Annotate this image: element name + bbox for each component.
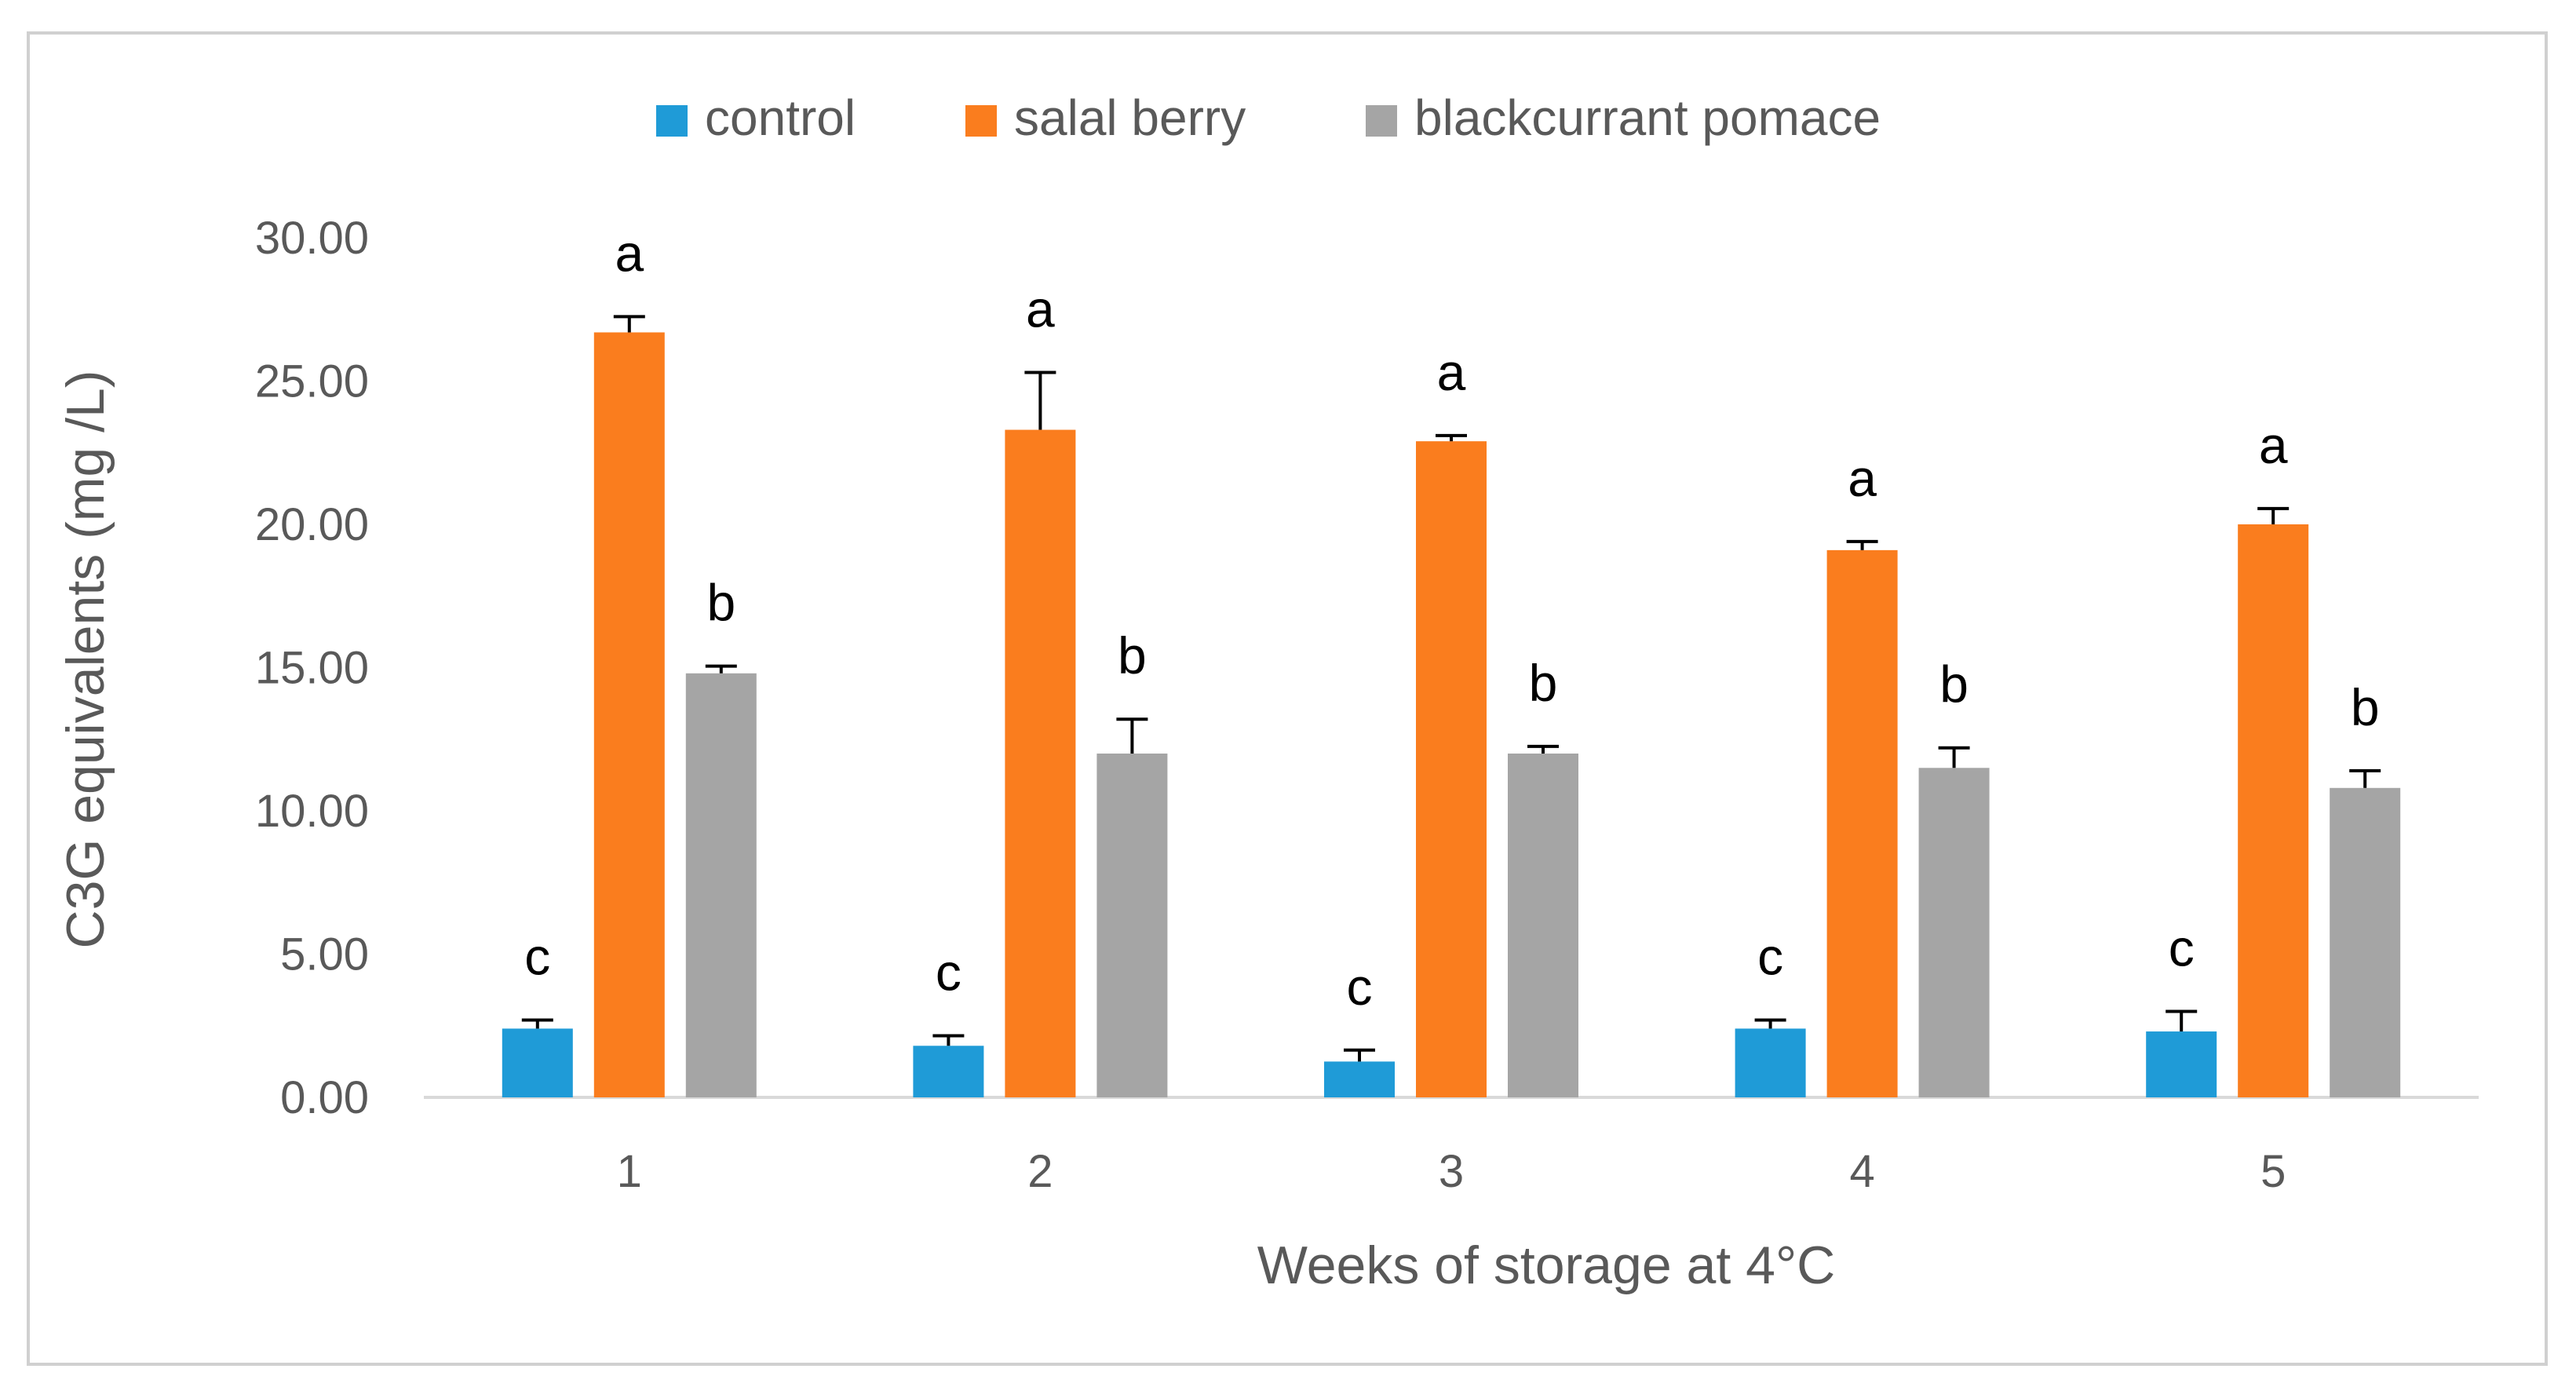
bar-blackcurrant-pomace-week-5	[2330, 787, 2401, 1097]
y-tick-label: 5.00	[280, 929, 369, 980]
y-tick-label: 15.00	[255, 643, 369, 694]
significance-letter: b	[1118, 626, 1147, 684]
chart-frame	[27, 31, 2548, 1366]
y-tick-label: 30.00	[255, 213, 369, 264]
significance-letter: a	[1848, 449, 1877, 507]
legend-label: control	[705, 89, 856, 146]
bar-salal-berry-week-4	[1826, 549, 1898, 1097]
significance-letter: b	[1529, 654, 1558, 712]
x-tick-label: 5	[2260, 1146, 2286, 1197]
legend-swatch-salal-berry	[965, 105, 997, 137]
legend-swatch-control	[656, 105, 688, 137]
significance-letter: c	[1347, 958, 1373, 1016]
bar-control-week-4	[1735, 1028, 1806, 1097]
y-axis-ticks: 0.00 5.00 10.00 15.00 20.00 25.00 30.00	[255, 213, 369, 1123]
significance-letter: a	[1437, 343, 1466, 401]
y-axis-title: C3G equivalents (mg /L)	[56, 370, 115, 949]
y-tick-label: 20.00	[255, 499, 369, 550]
bar-control-week-5	[2146, 1031, 2217, 1097]
legend: control salal berry blackcurrant pomace	[656, 89, 1881, 146]
bars: c a b c a b c a b c a b c a b	[502, 224, 2401, 1097]
bar-control-week-3	[1324, 1061, 1395, 1097]
bar-blackcurrant-pomace-week-1	[685, 673, 757, 1097]
x-tick-label: 3	[1439, 1146, 1464, 1197]
significance-letter: c	[1757, 927, 1783, 985]
bar-salal-berry-week-1	[593, 332, 665, 1097]
legend-label: blackcurrant pomace	[1414, 89, 1881, 146]
significance-letter: b	[1939, 655, 1968, 714]
bar-blackcurrant-pomace-week-3	[1508, 754, 1578, 1097]
y-tick-label: 25.00	[255, 356, 369, 407]
bar-control-week-1	[502, 1028, 573, 1097]
bar-salal-berry-week-3	[1416, 441, 1487, 1097]
significance-letter: c	[936, 944, 961, 1002]
significance-letter: a	[2259, 416, 2288, 474]
significance-letter: b	[2351, 678, 2380, 736]
x-axis-title: Weeks of storage at 4°C	[1257, 1236, 1836, 1295]
significance-letter: a	[1026, 280, 1055, 338]
bar-blackcurrant-pomace-week-2	[1096, 754, 1168, 1097]
y-tick-label: 0.00	[280, 1072, 369, 1123]
significance-letter: a	[615, 224, 644, 282]
significance-letter: c	[524, 927, 550, 985]
x-tick-label: 4	[1849, 1146, 1874, 1197]
legend-label: salal berry	[1014, 89, 1246, 146]
x-axis-ticks: 1 2 3 4 5	[617, 1146, 2286, 1197]
bar-salal-berry-week-5	[2238, 524, 2309, 1097]
legend-swatch-blackcurrant-pomace	[1366, 105, 1397, 137]
significance-letter: c	[2169, 919, 2195, 977]
bar-salal-berry-week-2	[1005, 429, 1076, 1097]
bar-blackcurrant-pomace-week-4	[1918, 768, 1990, 1097]
significance-letter: b	[706, 574, 735, 632]
y-tick-label: 10.00	[255, 786, 369, 837]
bar-control-week-2	[913, 1046, 984, 1097]
x-tick-label: 1	[617, 1146, 642, 1197]
x-tick-label: 2	[1027, 1146, 1053, 1197]
